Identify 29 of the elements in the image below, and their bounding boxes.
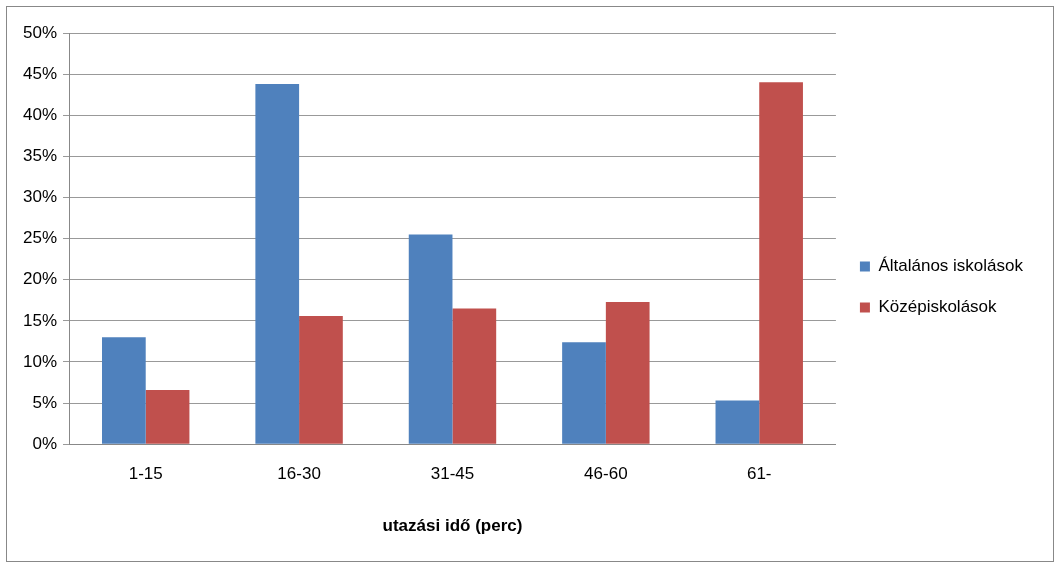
legend-label: Középiskolások [878, 297, 998, 317]
bar [759, 82, 803, 444]
bar [605, 301, 650, 444]
bar [255, 83, 300, 444]
y-tick-label: 10% [22, 351, 58, 371]
y-tick-label: 0% [32, 433, 58, 453]
y-tick-label: 30% [22, 187, 58, 207]
y-tick-label: 50% [22, 22, 58, 42]
x-tick-label: 1-15 [128, 464, 163, 484]
x-axis-title: utazási idő (perc) [382, 516, 523, 536]
y-tick-label: 5% [32, 392, 58, 412]
y-tick-label: 45% [22, 63, 58, 83]
y-tick-label: 35% [22, 146, 58, 166]
x-tick-label: 31-45 [430, 464, 475, 484]
x-tick-label: 16-30 [277, 464, 321, 484]
y-tick-label: 25% [22, 228, 58, 248]
legend-label: Általános iskolások [878, 256, 1024, 276]
bar [102, 337, 146, 444]
bar [452, 308, 497, 444]
bar [562, 342, 606, 444]
y-tick-label: 15% [22, 310, 58, 330]
bar [145, 389, 190, 444]
x-tick-label: 61- [746, 464, 772, 484]
y-tick-label: 20% [22, 269, 58, 289]
bar [299, 315, 343, 444]
x-tick-label: 46-60 [584, 464, 628, 484]
y-tick-label: 40% [22, 104, 58, 124]
bar [715, 400, 760, 444]
bar [408, 234, 453, 444]
